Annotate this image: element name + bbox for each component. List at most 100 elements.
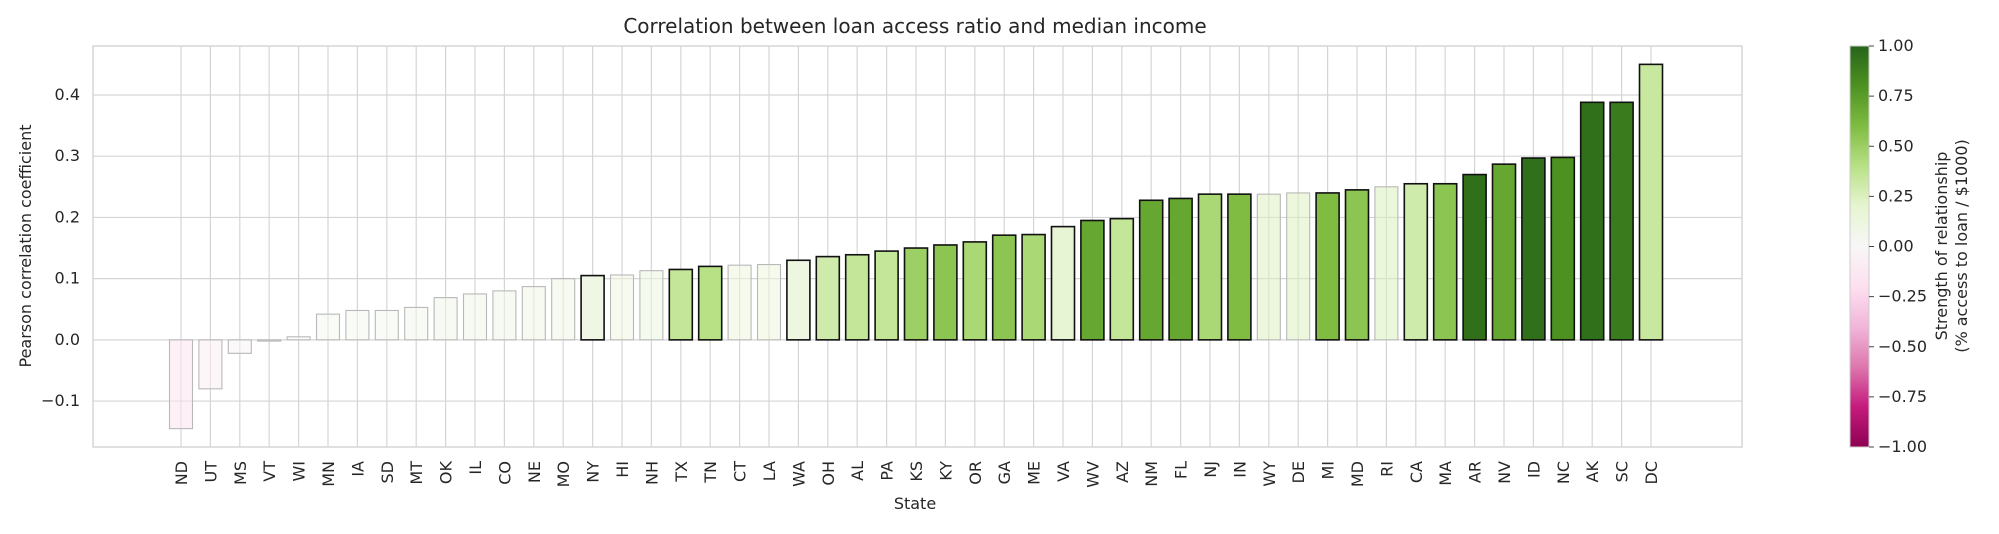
x-tick-label: AK	[1583, 460, 1602, 482]
bar-ut	[198, 339, 223, 390]
bar-hi	[609, 274, 635, 341]
x-tick-label: ID	[1524, 461, 1543, 478]
x-tick-label: NJ	[1201, 461, 1220, 478]
x-tick-label: WI	[290, 461, 309, 482]
x-tick-label: KS	[907, 461, 926, 482]
x-tick-label: OH	[819, 461, 838, 486]
x-tick-label: AR	[1466, 461, 1485, 483]
x-tick-label: DC	[1642, 461, 1661, 485]
bar-sd	[374, 309, 399, 341]
x-tick-label: SD	[378, 461, 397, 483]
bar-mi	[1315, 192, 1340, 341]
bar-al	[844, 253, 870, 341]
x-tick-label: ME	[1025, 461, 1044, 485]
bar-ky	[933, 244, 958, 341]
x-tick-label: FL	[1172, 461, 1191, 479]
bar-de	[1286, 192, 1311, 341]
x-tick-label: IL	[466, 461, 485, 475]
bar-wv	[1080, 219, 1105, 341]
y-tick-label: −0.1	[41, 391, 80, 410]
colorbar-tick-label: −1.00	[1878, 437, 1927, 456]
colorbar-tick-label: −0.25	[1878, 287, 1927, 306]
y-tick-label: 0.3	[55, 146, 80, 165]
x-tick-label: NM	[1142, 461, 1161, 487]
bar-or	[962, 241, 988, 341]
bar-sc	[1609, 101, 1634, 341]
bar-co	[492, 290, 517, 341]
bar-nv	[1491, 163, 1517, 341]
bar-ma	[1432, 182, 1458, 341]
bar-ia	[345, 309, 370, 341]
x-tick-label: CO	[495, 461, 514, 485]
bar-pa	[874, 250, 899, 341]
x-tick-label: ND	[172, 461, 191, 485]
x-tick-label: MI	[1319, 461, 1338, 480]
x-tick-label: IN	[1230, 461, 1249, 478]
bar-ok	[433, 297, 458, 341]
y-tick-label: 0.4	[55, 85, 80, 104]
colorbar-tick-label: 0.00	[1878, 237, 1914, 256]
x-tick-label: KY	[936, 461, 955, 481]
y-tick-label: 0.1	[55, 269, 80, 288]
colorbar-label-line1: Strength of relationship	[1932, 152, 1951, 341]
x-tick-label: MO	[554, 461, 573, 487]
bar-fl	[1168, 197, 1193, 341]
bar-ms	[227, 339, 252, 354]
bar-mt	[404, 306, 429, 341]
x-tick-label: NH	[642, 461, 661, 485]
bar-nh	[639, 270, 664, 341]
colorbar-tick-label: −0.75	[1878, 387, 1927, 406]
x-tick-label: TX	[672, 461, 691, 483]
x-tick-label: NC	[1554, 461, 1573, 484]
bar-vt	[257, 339, 282, 342]
colorbar-scale	[1849, 45, 1870, 448]
x-tick-label: VT	[260, 461, 279, 482]
colorbar-tick-label: 0.25	[1878, 186, 1914, 205]
y-axis-label: Pearson correlation coefficient	[16, 125, 35, 368]
bar-tx	[668, 268, 694, 341]
bar-nm	[1138, 199, 1164, 341]
bar-ne	[521, 286, 546, 341]
x-tick-label: MN	[319, 461, 338, 487]
x-tick-label: NV	[1495, 461, 1514, 484]
bar-ga	[991, 234, 1017, 341]
bar-ri	[1374, 186, 1399, 341]
x-tick-label: MA	[1436, 461, 1455, 486]
colorbar-tick-label: 0.75	[1878, 86, 1914, 105]
x-tick-label: DE	[1289, 461, 1308, 483]
x-axis-label: State	[894, 494, 936, 513]
bar-in	[1227, 193, 1252, 341]
chart-title: Correlation between loan access ratio an…	[623, 14, 1206, 38]
bar-ak	[1579, 101, 1605, 341]
bar-il	[462, 293, 488, 341]
bar-wi	[286, 336, 311, 341]
bar-ar	[1462, 173, 1487, 341]
y-tick-label: 0.2	[55, 207, 80, 226]
bar-ny	[580, 274, 605, 341]
x-tick-label: LA	[760, 461, 779, 481]
bar-oh	[815, 255, 841, 341]
x-tick-label: NY	[584, 461, 603, 483]
x-tick-label: TN	[701, 461, 720, 484]
x-tick-label: MT	[407, 461, 426, 485]
x-tick-label: AL	[848, 461, 867, 481]
bar-nj	[1197, 193, 1223, 341]
x-tick-label: MS	[231, 461, 250, 485]
bar-dc	[1638, 63, 1664, 341]
x-tick-label: OK	[437, 461, 456, 485]
bar-wa	[786, 259, 811, 341]
bar-mo	[551, 278, 576, 341]
colorbar: 1.00 0.75 0.50 0.25 0.00 −0.25 −0.50 −0.75 −1.00	[1849, 36, 1927, 456]
bar-ca	[1403, 182, 1429, 341]
bar-nd	[168, 339, 194, 430]
bar-va	[1050, 225, 1076, 341]
x-tick-label: GA	[995, 461, 1014, 484]
bar-wy	[1256, 193, 1281, 341]
colorbar-tick-label: 1.00	[1878, 36, 1914, 55]
colorbar-tick-label: −0.50	[1878, 337, 1927, 356]
colorbar-label-line2: (% access to loan / $1000)	[1952, 139, 1971, 353]
bar-tn	[697, 265, 723, 341]
x-tick-label: HI	[613, 461, 632, 478]
x-tick-label: WY	[1260, 461, 1279, 487]
